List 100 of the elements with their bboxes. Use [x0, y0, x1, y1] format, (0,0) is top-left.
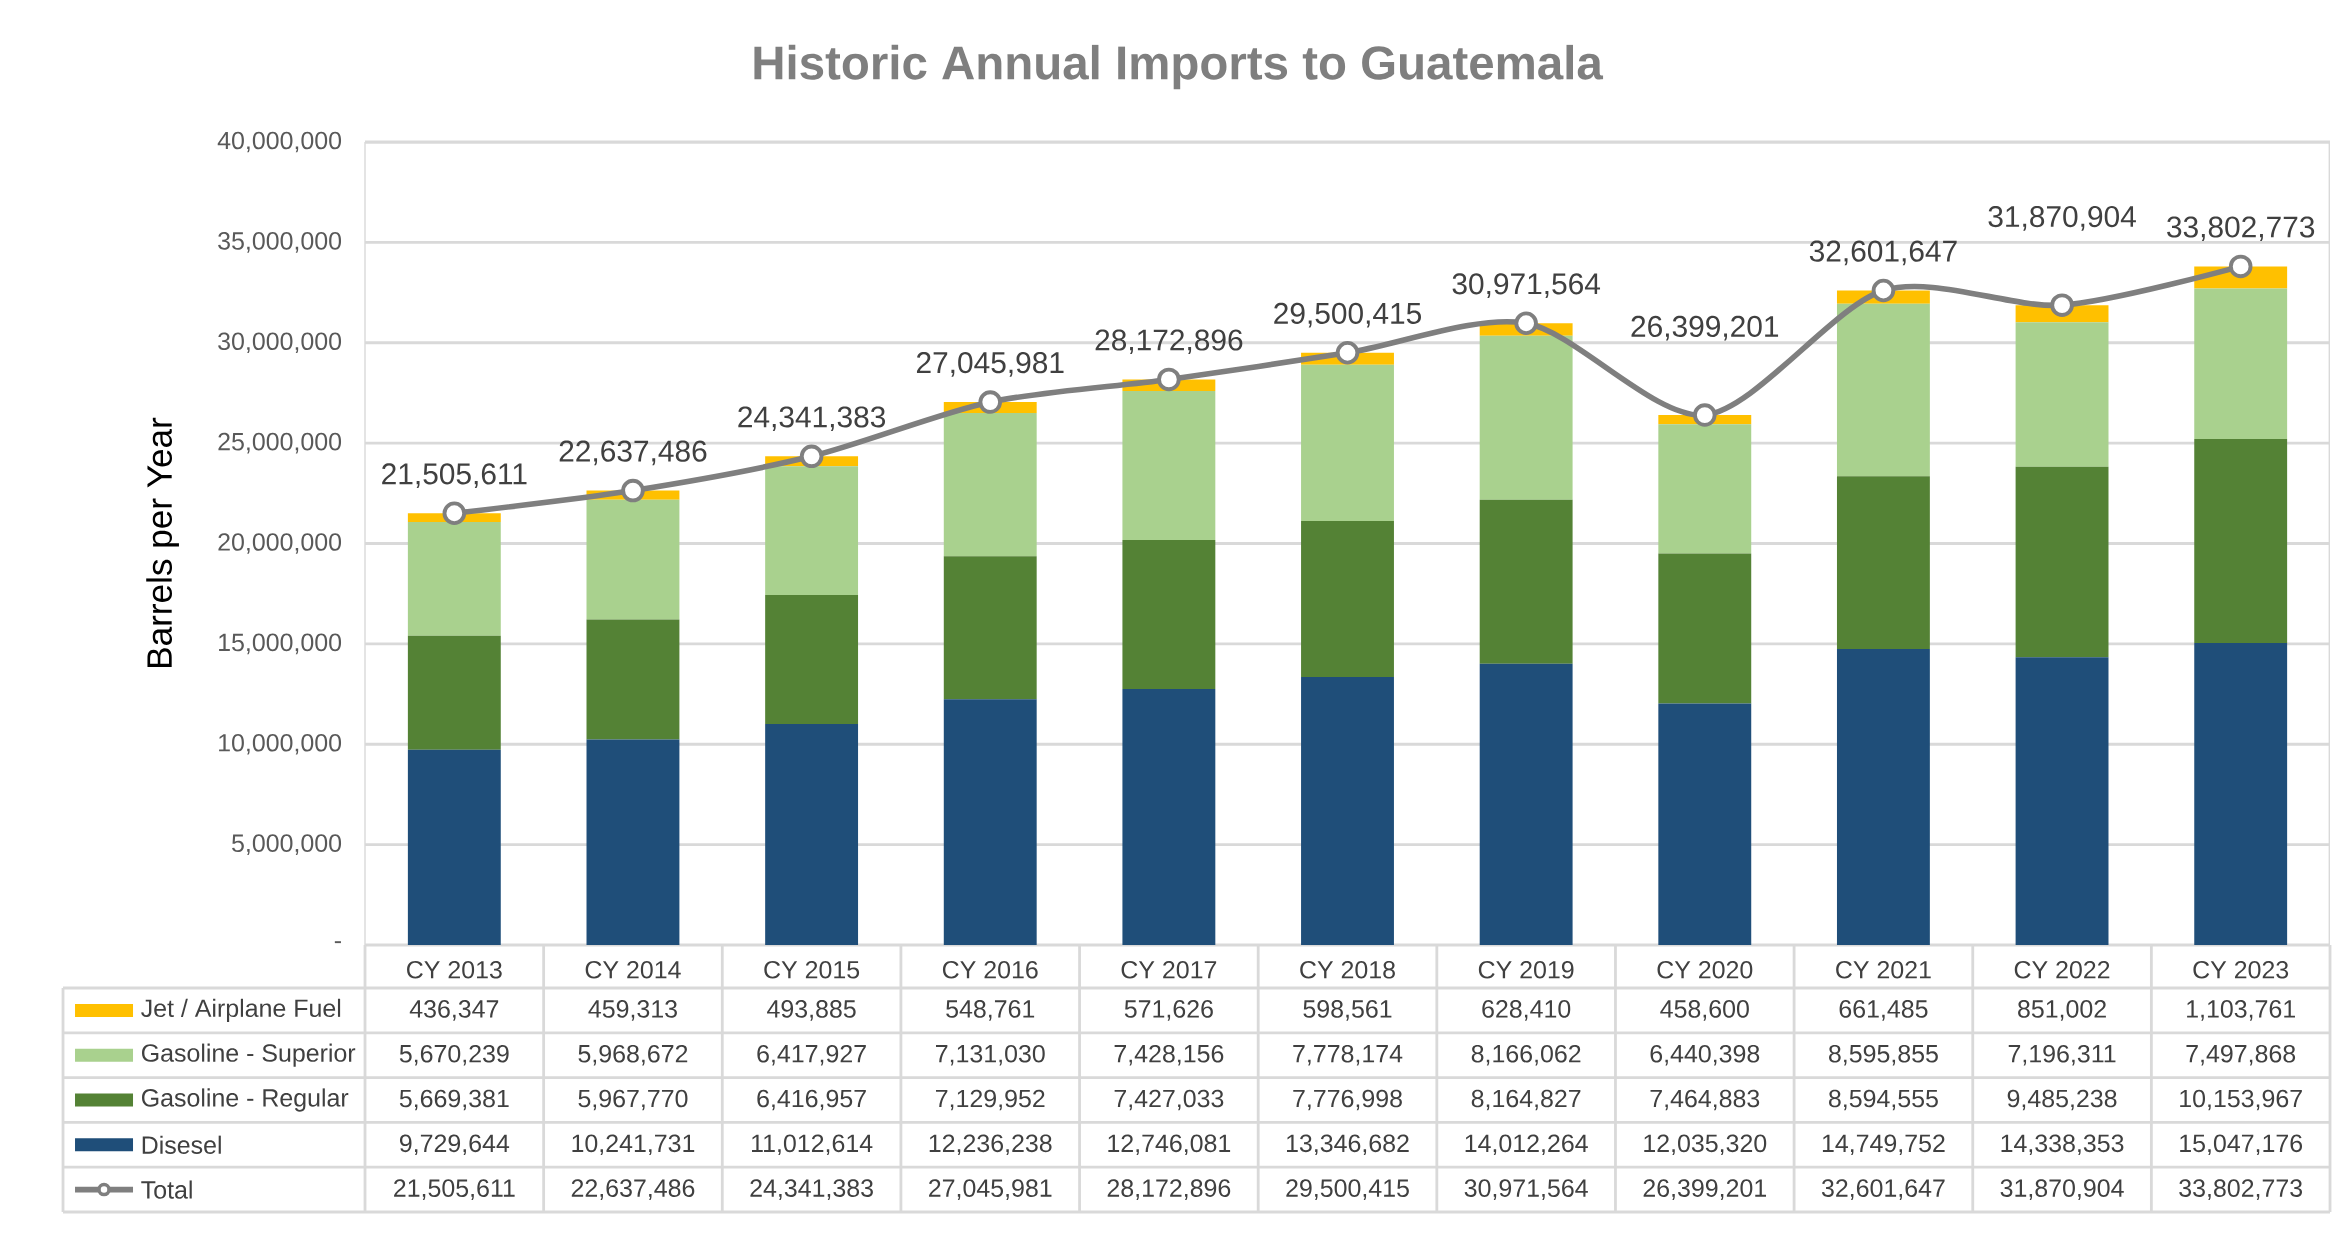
bar [2015, 657, 2109, 946]
text: 33,802,773 [2167, 216, 2315, 242]
data-label: 26,399,201 [1643, 1179, 1767, 1200]
bar [1479, 663, 1573, 946]
data-label: 6,416,957 [757, 1089, 866, 1111]
text: 28,172,896 [1095, 329, 1243, 355]
bar [1658, 553, 1752, 704]
bar [1301, 520, 1394, 678]
legend-label: Jet / Airplane Fuel [141, 998, 341, 1023]
point [2050, 293, 2074, 317]
bar [943, 556, 1037, 700]
data-label: 628,410 [1482, 1000, 1571, 1021]
bar [2015, 466, 2109, 658]
data-label: 493,885 [767, 1000, 856, 1021]
bar [1658, 424, 1752, 554]
data-label: 7,778,174 [1293, 1044, 1403, 1066]
legend-label: Gasoline - Superior [141, 1043, 356, 1067]
data-label: 7,497,868 [2186, 1044, 2296, 1066]
text: 21,505,611 [382, 463, 527, 488]
text: 29,500,415 [1274, 302, 1422, 328]
x-tick-label: CY 2021 [1836, 960, 1931, 979]
bar [586, 499, 680, 620]
data-label: 598,561 [1303, 1000, 1392, 1021]
bar [1479, 335, 1573, 500]
y-tick-label: 20,000,000 [218, 533, 342, 554]
data-label: 8,166,062 [1471, 1044, 1581, 1066]
y-tick-label: 40,000,000 [217, 131, 342, 153]
data-label: 30,971,564 [1464, 1179, 1588, 1200]
point [1871, 278, 1896, 303]
data-label: 28,172,896 [1107, 1179, 1231, 1200]
text: 26,399,201 [1631, 315, 1779, 341]
data-label: 10,241,731 [572, 1134, 695, 1156]
data-label: 548,761 [946, 1000, 1035, 1021]
bar [943, 699, 1037, 946]
bar [1479, 499, 1573, 664]
y-tick-label: 15,000,000 [219, 633, 342, 655]
data-label: 14,338,353 [2001, 1134, 2124, 1156]
bar [1658, 703, 1752, 946]
bar [586, 619, 680, 740]
x-tick-label: CY 2023 [2193, 960, 2289, 979]
text: 27,045,981 [916, 352, 1064, 377]
data-label: 11,012,614 [752, 1134, 873, 1156]
bar [1122, 689, 1216, 946]
data-label: 458,600 [1660, 1000, 1749, 1021]
x-tick-label: CY 2014 [585, 960, 681, 979]
point [1514, 311, 1538, 336]
data-label: 9,729,644 [399, 1134, 510, 1156]
x-tick-label: CY 2022 [2014, 960, 2110, 979]
data-label: 32,601,647 [1821, 1179, 1945, 1200]
data-label: 5,968,672 [578, 1044, 688, 1066]
x-tick-label: CY 2013 [407, 960, 502, 979]
x-tick-label: CY 2015 [764, 960, 860, 979]
data-label: 14,012,264 [1465, 1134, 1588, 1156]
data-label: 7,427,033 [1114, 1089, 1224, 1111]
text: 30,971,564 [1452, 273, 1601, 298]
chart-title: Historic Annual Imports to Guatemala [754, 44, 1604, 90]
x-tick-label: CY 2016 [942, 960, 1038, 979]
data-label: 5,967,770 [578, 1089, 688, 1111]
bar [2194, 642, 2288, 946]
point [978, 390, 1003, 414]
data-label: 24,341,383 [750, 1179, 873, 1200]
bar [2015, 322, 2109, 467]
bar [586, 739, 680, 946]
data-label: 1,103,761 [2187, 1000, 2295, 1021]
data-label: 8,164,827 [1471, 1089, 1581, 1111]
data-label: 7,428,156 [1114, 1044, 1224, 1066]
data-label: 6,417,927 [757, 1044, 866, 1066]
data-label: 7,131,030 [936, 1044, 1045, 1066]
bar [1836, 476, 1930, 649]
y-tick-label: 5,000,000 [232, 834, 342, 855]
data-label: 14,749,752 [1822, 1134, 1945, 1156]
bar [1836, 648, 1930, 946]
x-tick-label: CY 2019 [1478, 960, 1574, 979]
bar [765, 723, 859, 946]
legend-label: Total [141, 1180, 192, 1199]
point [799, 444, 824, 469]
data-label: 5,669,381 [399, 1089, 509, 1111]
point [621, 478, 645, 503]
text: 32,601,647 [1809, 240, 1957, 266]
bar [407, 635, 501, 750]
data-label: 22,637,486 [571, 1179, 695, 1200]
bar [1122, 540, 1216, 690]
data-label: 459,313 [588, 1000, 677, 1021]
data-label: 851,002 [2018, 1000, 2106, 1021]
data-label: 8,594,555 [1829, 1089, 1938, 1111]
bar [1122, 390, 1216, 541]
data-label: 29,500,415 [1286, 1179, 1409, 1200]
y-tick-label: 25,000,000 [218, 432, 342, 454]
point [2228, 254, 2253, 279]
data-label: 33,802,773 [2179, 1179, 2303, 1200]
data-label: 9,485,238 [2007, 1089, 2117, 1111]
point [1335, 340, 1360, 365]
x-tick-label: CY 2017 [1121, 960, 1217, 979]
x-tick-label: CY 2018 [1300, 960, 1395, 979]
y-tick-label: 35,000,000 [218, 232, 342, 253]
data-label: 27,045,981 [929, 1179, 1052, 1200]
data-label: 571,626 [1124, 1000, 1213, 1021]
bar [765, 466, 859, 596]
data-label: 7,129,952 [936, 1089, 1045, 1111]
bar [1301, 677, 1394, 946]
